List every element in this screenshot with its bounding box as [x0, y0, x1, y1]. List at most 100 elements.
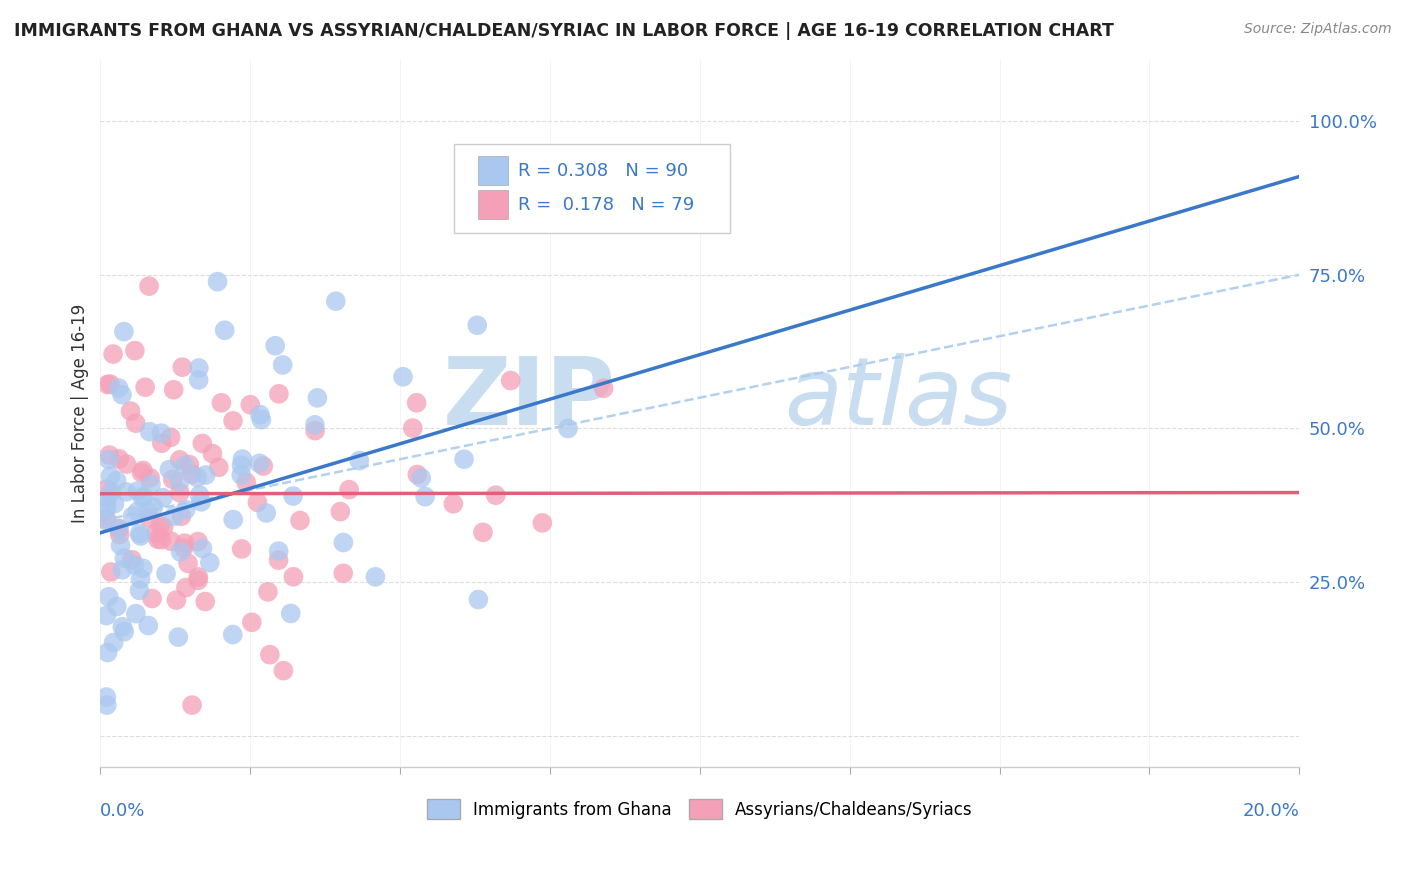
Point	[96, 514, 118, 528]
Point	[471, 525, 494, 540]
Point	[108, 451, 131, 466]
Point	[96, 698, 118, 712]
Point	[467, 592, 489, 607]
Point	[235, 475, 257, 490]
Point	[181, 698, 204, 712]
Text: 20.0%: 20.0%	[1243, 802, 1299, 820]
Point	[281, 489, 304, 503]
Point	[111, 563, 134, 577]
Point	[332, 535, 354, 549]
Point	[97, 452, 120, 467]
Point	[173, 536, 195, 550]
Point	[132, 463, 155, 477]
Point	[139, 477, 162, 491]
Text: IMMIGRANTS FROM GHANA VS ASSYRIAN/CHALDEAN/SYRIAC IN LABOR FORCE | AGE 16-19 COR: IMMIGRANTS FROM GHANA VS ASSYRIAN/CHALDE…	[14, 22, 1114, 40]
Point	[128, 583, 150, 598]
Point	[169, 485, 191, 500]
Point	[246, 495, 269, 509]
Point	[98, 448, 121, 462]
Y-axis label: In Labor Force | Age 16-19: In Labor Force | Age 16-19	[72, 303, 89, 523]
Point	[207, 275, 229, 289]
Point	[150, 436, 173, 450]
Point	[273, 664, 295, 678]
Text: Source: ZipAtlas.com: Source: ZipAtlas.com	[1244, 22, 1392, 37]
Point	[254, 506, 277, 520]
Point	[209, 396, 232, 410]
Point	[222, 513, 245, 527]
Point	[180, 467, 202, 482]
Point	[98, 469, 121, 483]
Point	[173, 541, 195, 555]
Point	[499, 374, 522, 388]
Point	[239, 398, 262, 412]
Point	[162, 472, 184, 486]
Point	[131, 466, 153, 480]
Text: R =  0.178   N = 79: R = 0.178 N = 79	[517, 195, 693, 213]
Point	[127, 504, 149, 518]
Point	[115, 484, 138, 499]
Point	[186, 470, 208, 484]
Point	[177, 557, 200, 571]
Point	[163, 509, 186, 524]
Point	[100, 484, 122, 499]
Point	[179, 458, 201, 472]
Point	[406, 467, 429, 482]
Point	[96, 690, 118, 704]
Point	[280, 607, 302, 621]
Point	[127, 484, 149, 499]
Point	[124, 343, 146, 358]
Point	[304, 424, 326, 438]
Point	[138, 511, 160, 525]
Point	[128, 526, 150, 541]
Point	[160, 534, 183, 549]
Point	[441, 497, 464, 511]
Point	[174, 581, 197, 595]
Point	[531, 516, 554, 530]
Point	[97, 646, 120, 660]
Point	[115, 457, 138, 471]
Point	[267, 544, 290, 558]
Point	[103, 635, 125, 649]
FancyBboxPatch shape	[478, 156, 508, 185]
Point	[132, 491, 155, 506]
Point	[107, 381, 129, 395]
Point	[103, 497, 125, 511]
Point	[105, 599, 128, 614]
Point	[222, 627, 245, 641]
Point	[134, 380, 156, 394]
Point	[592, 381, 614, 395]
Point	[111, 620, 134, 634]
Point	[96, 499, 118, 513]
Point	[159, 430, 181, 444]
Point	[111, 387, 134, 401]
Point	[307, 391, 329, 405]
Point	[96, 512, 118, 526]
Point	[411, 471, 433, 485]
Point	[132, 561, 155, 575]
Point	[465, 318, 488, 333]
Point	[157, 462, 180, 476]
Point	[98, 377, 121, 392]
Point	[231, 452, 253, 467]
Point	[453, 452, 475, 467]
Point	[152, 520, 174, 534]
Point	[169, 545, 191, 559]
FancyBboxPatch shape	[478, 190, 508, 219]
Point	[267, 553, 290, 567]
Point	[96, 608, 118, 623]
Point	[201, 447, 224, 461]
Text: 0.0%: 0.0%	[100, 802, 146, 820]
Point	[187, 570, 209, 584]
Point	[304, 417, 326, 432]
Point	[283, 570, 305, 584]
Point	[139, 471, 162, 485]
Point	[149, 518, 172, 533]
Point	[198, 556, 221, 570]
Point	[222, 414, 245, 428]
Point	[101, 347, 124, 361]
Point	[169, 453, 191, 467]
Point	[249, 456, 271, 470]
Point	[108, 522, 131, 536]
Point	[332, 566, 354, 581]
Point	[187, 574, 209, 588]
